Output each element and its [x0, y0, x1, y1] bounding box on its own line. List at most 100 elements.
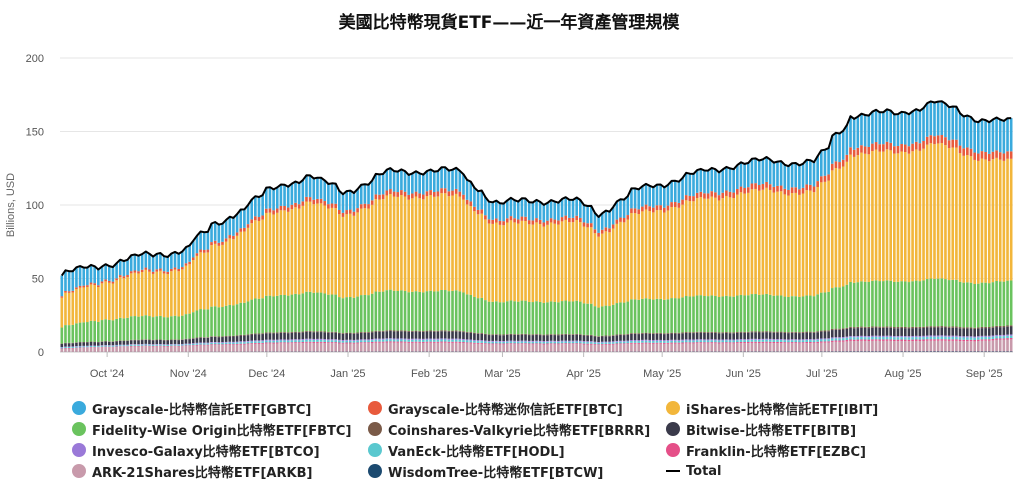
bar-segment	[819, 339, 823, 342]
legend-item[interactable]: Grayscale-比特幣迷你信託ETF[BTC]	[368, 398, 623, 418]
bar-segment	[874, 149, 878, 281]
bar-segment	[589, 343, 593, 345]
bar-segment	[790, 343, 794, 352]
bar-segment	[717, 339, 721, 341]
legend-item[interactable]: Fidelity-Wise Origin比特幣ETF[FBTC]	[72, 419, 351, 439]
bar-segment	[462, 343, 465, 352]
bar-segment	[166, 274, 170, 318]
legend-item[interactable]: Grayscale-比特幣信託ETF[GBTC]	[72, 398, 311, 418]
bar-segment	[279, 342, 283, 344]
bar-segment	[699, 342, 703, 344]
bar-segment	[155, 340, 159, 345]
bar-segment	[673, 180, 677, 203]
bar-segment	[144, 344, 148, 346]
bar-segment	[155, 344, 159, 345]
bar-segment	[940, 336, 944, 340]
bar-segment	[75, 346, 78, 347]
bar-segment	[874, 336, 878, 340]
bar-segment	[746, 340, 750, 342]
bar-segment	[710, 342, 714, 344]
legend-item[interactable]: Bitwise-比特幣ETF[BITB]	[666, 419, 856, 439]
bar-segment	[951, 339, 955, 341]
bar-segment	[239, 302, 243, 335]
bar-segment	[458, 338, 462, 340]
bar-segment	[476, 333, 480, 341]
bar-segment	[268, 332, 272, 334]
bar-segment	[151, 317, 155, 340]
bar-segment	[641, 343, 644, 352]
bar-segment	[246, 341, 250, 344]
bar-segment	[940, 340, 944, 352]
bar-segment	[743, 340, 746, 343]
bar-segment	[151, 271, 155, 274]
bar-segment	[787, 166, 790, 190]
legend-item[interactable]: VanEck-比特幣ETF[HODL]	[368, 440, 565, 460]
bar-segment	[129, 271, 133, 274]
bar-segment	[816, 342, 819, 352]
legend-item[interactable]: Total	[666, 461, 722, 481]
bar-segment	[122, 318, 126, 341]
bar-segment	[348, 190, 352, 210]
bar-segment	[257, 341, 261, 344]
bar-segment	[922, 326, 925, 328]
bar-segment	[619, 199, 622, 218]
bar-segment	[772, 341, 776, 344]
bar-segment	[695, 339, 699, 341]
bar-segment	[462, 342, 465, 344]
bar-segment	[925, 351, 929, 352]
bar-segment	[107, 266, 111, 281]
bar-segment	[619, 217, 622, 222]
bar-segment	[611, 343, 615, 345]
bar-segment	[155, 316, 159, 340]
legend-item[interactable]: Coinshares-Valkyrie比特幣ETF[BRRR]	[368, 419, 650, 439]
bar-segment	[703, 340, 706, 343]
bar-segment	[608, 228, 611, 233]
legend-label: Coinshares-Valkyrie比特幣ETF[BRRR]	[388, 423, 651, 439]
bar-segment	[695, 198, 699, 296]
bar-segment	[739, 331, 743, 333]
bar-segment	[71, 346, 75, 347]
bar-segment	[436, 191, 440, 197]
bar-segment	[447, 341, 451, 343]
bar-segment	[670, 332, 673, 334]
bar-segment	[159, 345, 162, 347]
bar-segment	[425, 331, 429, 339]
bar-segment	[232, 342, 235, 345]
bar-segment	[363, 343, 367, 352]
bar-segment	[834, 161, 838, 169]
legend-item[interactable]: Franklin-比特幣ETF[EZBC]	[666, 440, 866, 460]
bar-segment	[301, 339, 305, 341]
legend-item[interactable]: ARK-21Shares比特幣ETF[ARKB]	[72, 461, 312, 481]
bar-segment	[389, 168, 392, 190]
bar-segment	[100, 345, 104, 346]
bar-segment	[568, 334, 571, 341]
legend-label: Bitwise-比特幣ETF[BITB]	[686, 423, 857, 439]
bar-segment	[1002, 338, 1006, 340]
bar-segment	[995, 338, 998, 340]
bar-segment	[370, 332, 374, 340]
legend-item[interactable]: Invesco-Galaxy比特幣ETF[BTCO]	[72, 440, 320, 460]
bar-segment	[947, 107, 951, 141]
bar-segment	[812, 340, 816, 343]
bar-segment	[502, 203, 505, 222]
bar-segment	[301, 331, 305, 333]
bar-segment	[739, 343, 743, 352]
bar-segment	[725, 342, 728, 344]
bar-segment	[907, 336, 911, 338]
legend-item[interactable]: iShares-比特幣信託ETF[IBIT]	[666, 398, 878, 418]
bar-segment	[684, 172, 688, 196]
bar-segment	[918, 143, 922, 151]
bar-segment	[202, 345, 206, 352]
legend-item[interactable]: WisdomTree-比特幣ETF[BTCW]	[368, 461, 603, 481]
bar-segment	[604, 342, 608, 344]
bar-segment	[852, 156, 856, 283]
bar-segment	[75, 342, 78, 347]
bar-segment	[911, 326, 914, 329]
bar-segment	[604, 344, 608, 352]
bar-segment	[89, 282, 93, 285]
bar-segment	[1006, 280, 1009, 326]
bar-segment	[812, 339, 816, 341]
bar-segment	[520, 198, 524, 217]
bar-segment	[907, 282, 911, 328]
bar-segment	[286, 343, 290, 352]
